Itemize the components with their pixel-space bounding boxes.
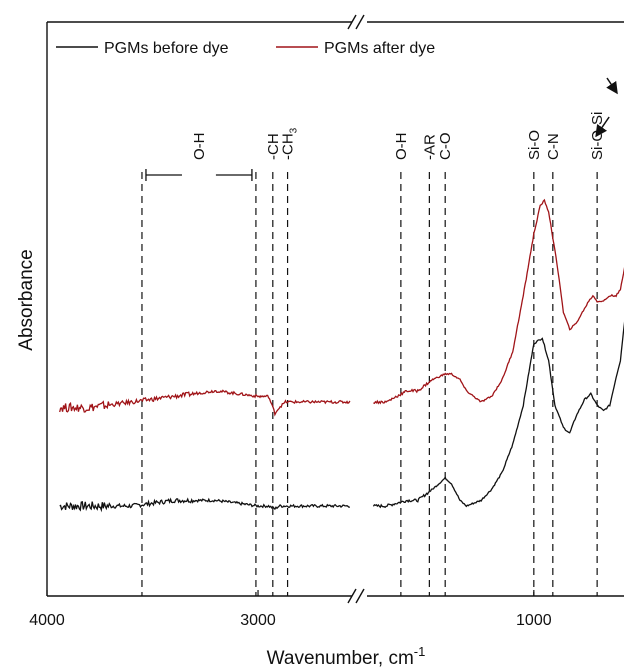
axis-break-mark-bottom-1: [347, 588, 357, 604]
band-label: Si-O-Si: [589, 112, 606, 160]
series-line-before-dye: [59, 321, 624, 513]
legend: PGMs before dye PGMs after dye: [56, 40, 435, 57]
band-label: C-O: [437, 133, 454, 161]
band-label: -CH: [265, 133, 282, 160]
band-label: Si-O: [526, 130, 543, 160]
x-axis-title-text: Wavenumber, cm: [267, 648, 414, 669]
y-axis-title: Absorbance: [16, 249, 37, 350]
plot-area: [46, 14, 624, 604]
si-o-si-arrow: [595, 116, 610, 138]
band-label-text: Si-O: [526, 130, 543, 160]
legend-label-before-dye: PGMs before dye: [104, 40, 229, 57]
x-axis-title: Wavenumber, cm-1: [267, 644, 426, 669]
axis-break-mark-bottom-2: [355, 588, 365, 604]
band-label-text: -CH: [280, 133, 297, 160]
band-label-text: C-O: [437, 133, 454, 161]
band-label: -AR: [421, 134, 438, 160]
legend-label-after-dye: PGMs after dye: [324, 40, 435, 57]
x-tick-label: 4000: [29, 612, 65, 629]
band-label: -CH3: [280, 127, 300, 160]
axis-break-mark-top-2: [355, 14, 365, 30]
axis-break-mark-top-1: [347, 14, 357, 30]
band-label: C-N: [545, 133, 562, 160]
edge-arrow: [606, 77, 618, 95]
band-label-text: O-H: [393, 133, 410, 161]
x-axis: 4000 3000 1000: [29, 590, 552, 629]
band-label-text: -AR: [421, 134, 438, 160]
x-tick-label: 1000: [516, 612, 552, 629]
band-label-subscript: 3: [289, 127, 300, 133]
x-axis-title-exponent: -1: [414, 644, 426, 659]
series-line-after-dye: [59, 198, 624, 417]
band-label-text: Si-O-Si: [589, 112, 606, 160]
x-tick-label: 3000: [240, 612, 276, 629]
bracket-label: O-H: [191, 133, 208, 161]
band-label-text: -CH: [265, 133, 282, 160]
band-label: O-H: [393, 133, 410, 161]
series-layer: [59, 198, 624, 513]
band-label-text: C-N: [545, 133, 562, 160]
